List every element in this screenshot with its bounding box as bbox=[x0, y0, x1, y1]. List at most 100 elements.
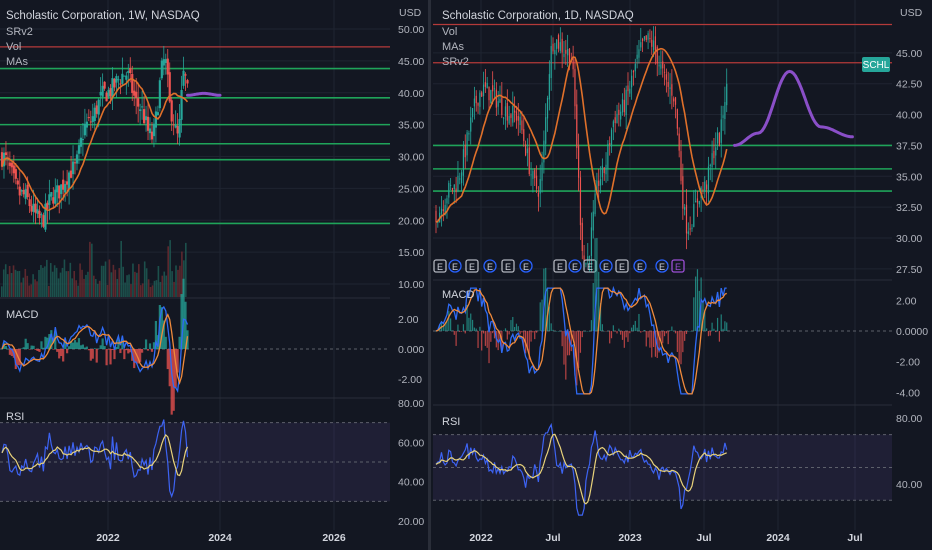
rsi-tick: 80.00 bbox=[896, 413, 922, 425]
daily-indicator-mas[interactable]: MAs bbox=[442, 41, 465, 53]
candle-body bbox=[576, 104, 578, 148]
candle-body bbox=[93, 107, 96, 121]
candle-body bbox=[499, 99, 501, 103]
earnings-marker[interactable] bbox=[583, 259, 597, 273]
weekly-macd-pane: 2.00 0.000 -2.00 bbox=[0, 278, 424, 415]
volume-bar bbox=[77, 285, 79, 297]
candle-body bbox=[442, 209, 444, 212]
candle-body bbox=[46, 202, 49, 209]
volume-bar bbox=[6, 274, 9, 297]
macd-histogram-bar bbox=[182, 278, 185, 349]
macd-histogram-bar bbox=[125, 349, 128, 351]
candle-body bbox=[16, 180, 19, 185]
weekly-volume bbox=[1, 240, 187, 297]
candle-body bbox=[455, 188, 457, 193]
price-tick: 35.00 bbox=[398, 120, 424, 132]
macd-histogram-bar bbox=[634, 320, 636, 332]
candle-body bbox=[642, 38, 644, 41]
weekly-rsi-label: RSI bbox=[6, 411, 24, 423]
earnings-marker[interactable] bbox=[655, 259, 669, 273]
volume-bar bbox=[81, 269, 83, 297]
macd-histogram-bar bbox=[148, 343, 152, 349]
volume-bar bbox=[12, 265, 15, 297]
macd-histogram-bar bbox=[605, 331, 607, 332]
earnings-marker[interactable] bbox=[501, 259, 515, 273]
weekly-indicator-srv2[interactable]: SRv2 bbox=[6, 26, 33, 38]
candle-body bbox=[652, 40, 655, 50]
candle-body bbox=[119, 83, 122, 85]
macd-histogram-bar bbox=[687, 331, 689, 332]
earnings-marker[interactable] bbox=[568, 259, 582, 273]
earnings-marker[interactable] bbox=[519, 259, 533, 273]
rsi-ma-line bbox=[1, 434, 189, 477]
earnings-marker[interactable] bbox=[553, 259, 567, 273]
macd-tick: 2.00 bbox=[398, 314, 419, 326]
candle-body bbox=[154, 111, 158, 128]
macd-tick: 2.00 bbox=[896, 295, 917, 307]
candle-body bbox=[448, 183, 450, 198]
signal-line bbox=[435, 287, 727, 395]
candle-body bbox=[625, 89, 627, 116]
earnings-marker[interactable] bbox=[615, 259, 629, 273]
candle-body bbox=[160, 60, 163, 79]
candle-body bbox=[79, 137, 83, 147]
earnings-marker-label: E bbox=[523, 262, 529, 272]
candle-body bbox=[8, 162, 11, 166]
macd-histogram-bar bbox=[726, 322, 728, 332]
earnings-marker[interactable] bbox=[433, 259, 447, 273]
candle-body bbox=[14, 169, 17, 179]
volume-bar bbox=[116, 278, 119, 297]
daily-indicator-srv2[interactable]: SRv2 bbox=[442, 56, 469, 68]
macd-histogram-bar bbox=[492, 331, 494, 334]
candle-body bbox=[627, 85, 629, 92]
volume-bar bbox=[57, 278, 60, 297]
macd-histogram-bar bbox=[178, 336, 181, 349]
weekly-panel[interactable]: 2.00 0.000 -2.00 80.00 60.00 40.00 20.00 50.0… bbox=[0, 0, 424, 544]
volume-bar bbox=[94, 278, 97, 297]
macd-histogram-bar bbox=[592, 282, 594, 332]
macd-histogram-bar bbox=[689, 331, 691, 332]
earnings-marker[interactable] bbox=[633, 259, 647, 273]
macd-histogram-bar bbox=[612, 325, 614, 332]
weekly-indicator-mas[interactable]: MAs bbox=[6, 56, 29, 68]
macd-histogram-bar bbox=[30, 345, 33, 349]
candle-body bbox=[601, 165, 603, 178]
macd-histogram-bar bbox=[459, 331, 461, 332]
macd-histogram-bar bbox=[166, 349, 169, 370]
daily-indicator-vol[interactable]: Vol bbox=[442, 26, 457, 38]
candle-body bbox=[64, 184, 67, 193]
volume-bar bbox=[177, 269, 179, 297]
candle-body bbox=[30, 205, 33, 212]
earnings-marker[interactable] bbox=[599, 259, 613, 273]
macd-histogram-bar bbox=[174, 349, 177, 388]
weekly-macd-label: MACD bbox=[6, 309, 38, 321]
candle-body bbox=[503, 117, 505, 119]
earnings-marker[interactable] bbox=[671, 259, 685, 273]
macd-histogram-bar bbox=[69, 340, 73, 349]
volume-bar bbox=[139, 285, 142, 297]
volume-bar bbox=[8, 265, 11, 297]
candle-body bbox=[557, 35, 560, 49]
volume-bar bbox=[165, 275, 168, 297]
candle-body bbox=[125, 75, 128, 80]
price-tick: 37.50 bbox=[896, 140, 922, 152]
candle-body bbox=[594, 193, 596, 215]
macd-histogram-bar bbox=[146, 349, 150, 351]
price-tick: 40.00 bbox=[896, 110, 922, 122]
earnings-marker[interactable] bbox=[483, 259, 497, 273]
weekly-indicator-vol[interactable]: Vol bbox=[6, 41, 21, 53]
schl-badge[interactable] bbox=[862, 57, 890, 72]
earnings-marker[interactable] bbox=[448, 259, 462, 273]
macd-histogram-bar bbox=[514, 326, 516, 332]
earnings-marker[interactable] bbox=[465, 259, 479, 273]
candle-body bbox=[186, 80, 189, 84]
candle-body bbox=[486, 82, 488, 89]
macd-histogram-bar bbox=[493, 331, 496, 339]
macd-histogram-bar bbox=[32, 345, 35, 349]
candle-body bbox=[707, 166, 710, 194]
candle-body bbox=[69, 170, 73, 178]
macd-histogram-bar bbox=[111, 349, 114, 351]
volume-bar bbox=[38, 269, 40, 297]
